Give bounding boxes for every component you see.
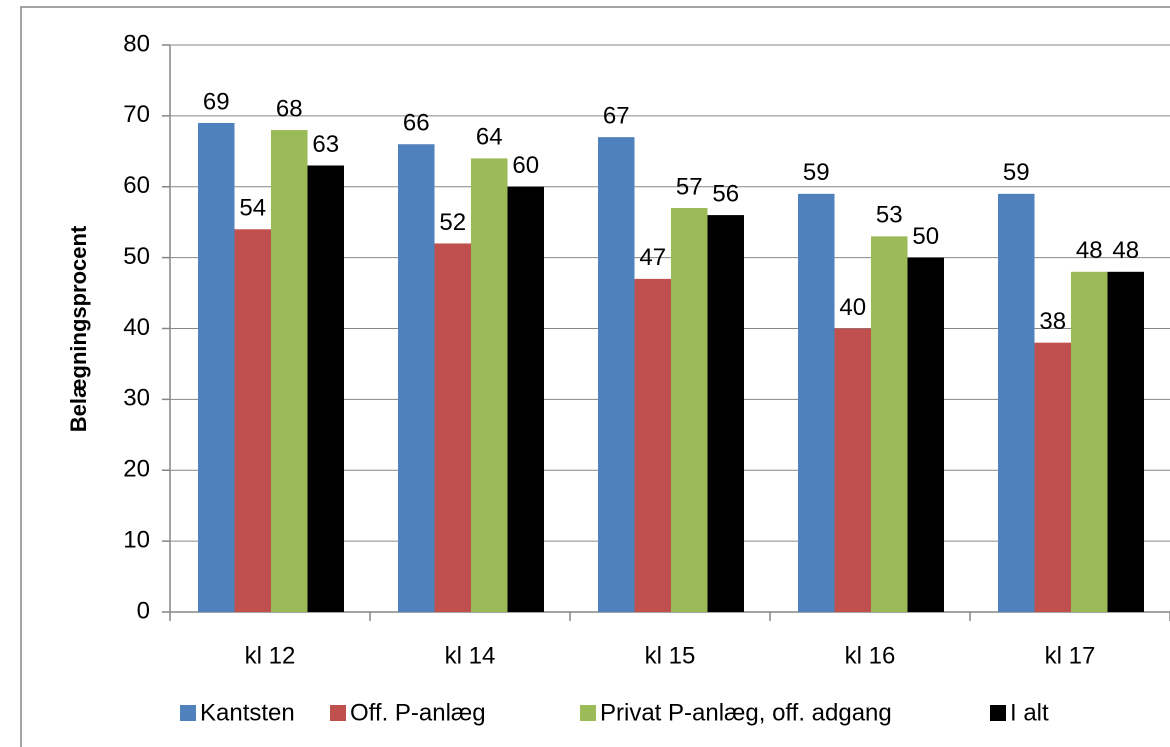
x-tick-label: kl 15 — [645, 642, 696, 669]
bar — [234, 229, 271, 612]
legend-swatch — [180, 705, 196, 721]
chart-border — [20, 6, 1170, 747]
y-tick-label: 80 — [123, 30, 150, 57]
bar — [707, 215, 744, 612]
data-label: 54 — [239, 195, 266, 222]
y-axis-title: Belægningsprocent — [66, 225, 91, 432]
data-label: 40 — [839, 294, 866, 321]
legend-swatch — [990, 705, 1006, 721]
y-tick-label: 30 — [123, 385, 150, 412]
legend-label: I alt — [1010, 699, 1049, 726]
bar — [307, 165, 344, 613]
data-label: 38 — [1039, 308, 1066, 335]
bar — [434, 243, 471, 612]
bar — [398, 144, 435, 612]
bar — [598, 137, 635, 612]
legend-label: Off. P-anlæg — [350, 699, 486, 726]
x-tick-label: kl 16 — [845, 642, 896, 669]
x-tick-label: kl 14 — [445, 642, 496, 669]
bar — [1071, 271, 1108, 612]
legend-swatch — [580, 705, 596, 721]
data-label: 56 — [712, 180, 739, 207]
bar — [507, 186, 544, 612]
bar — [1107, 271, 1144, 612]
bar — [871, 236, 908, 613]
data-label: 47 — [639, 244, 666, 271]
bar — [1034, 342, 1071, 612]
y-tick-label: 70 — [123, 101, 150, 128]
data-label: 63 — [312, 131, 339, 158]
data-label: 50 — [912, 223, 939, 250]
bar — [834, 328, 871, 612]
y-tick-label: 0 — [137, 597, 150, 624]
y-tick-label: 50 — [123, 243, 150, 270]
data-label: 52 — [439, 209, 466, 236]
data-label: 60 — [512, 152, 539, 179]
data-label: 68 — [276, 95, 303, 122]
bar — [198, 122, 235, 613]
data-label: 64 — [476, 124, 503, 151]
y-tick-label: 10 — [123, 526, 150, 553]
bar — [907, 257, 944, 612]
y-tick-label: 60 — [123, 172, 150, 199]
x-tick-label: kl 12 — [245, 642, 296, 669]
bar — [998, 193, 1035, 612]
y-tick-label: 40 — [123, 314, 150, 341]
legend-swatch — [330, 705, 346, 721]
bar — [271, 130, 308, 613]
data-label: 57 — [676, 173, 703, 200]
bar — [671, 208, 708, 612]
data-label: 69 — [203, 88, 230, 115]
data-label: 48 — [1112, 237, 1139, 264]
y-tick-label: 20 — [123, 456, 150, 483]
data-label: 53 — [876, 202, 903, 229]
data-label: 66 — [403, 110, 430, 137]
legend-label: Privat P-anlæg, off. adgang — [600, 699, 892, 726]
data-label: 48 — [1076, 237, 1103, 264]
data-label: 59 — [803, 159, 830, 186]
data-label: 67 — [603, 102, 630, 129]
bar — [798, 193, 835, 612]
bar — [634, 278, 671, 612]
data-label: 59 — [1003, 159, 1030, 186]
bar — [471, 158, 508, 612]
x-tick-label: kl 17 — [1045, 642, 1096, 669]
legend-label: Kantsten — [200, 699, 295, 726]
